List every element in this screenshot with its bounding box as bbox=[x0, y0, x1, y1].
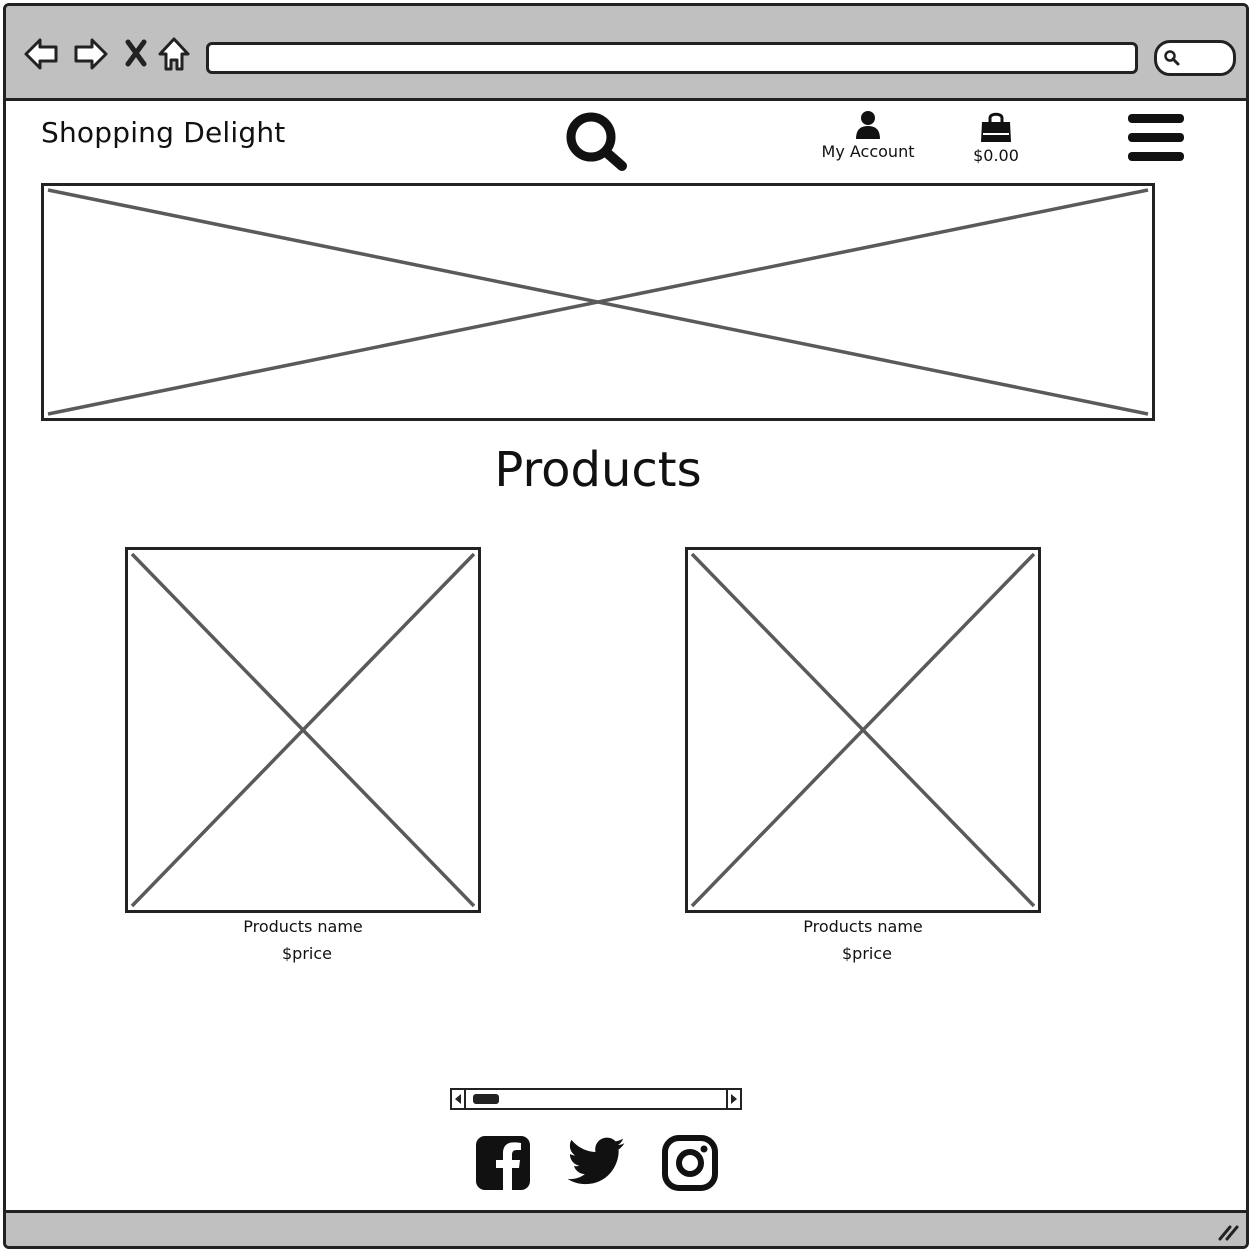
scroll-left-button[interactable] bbox=[452, 1090, 466, 1108]
address-bar[interactable] bbox=[206, 42, 1138, 74]
image-placeholder-icon bbox=[130, 552, 476, 908]
forward-arrow-icon[interactable] bbox=[70, 34, 110, 74]
facebook-icon bbox=[476, 1136, 530, 1192]
twitter-icon bbox=[567, 1137, 625, 1185]
browser-search-button[interactable] bbox=[1154, 40, 1236, 76]
twitter-link[interactable] bbox=[566, 1134, 626, 1196]
caret-left-icon bbox=[455, 1094, 461, 1104]
account-label: My Account bbox=[821, 142, 915, 161]
product-price: $price bbox=[282, 944, 332, 963]
image-placeholder-icon bbox=[47, 188, 1149, 416]
scroll-right-button[interactable] bbox=[726, 1090, 740, 1108]
cart-total: $0.00 bbox=[973, 146, 1019, 165]
image-placeholder-icon bbox=[690, 552, 1036, 908]
browser-window: Shopping Delight My Account $0.00 bbox=[3, 3, 1249, 1249]
close-icon[interactable] bbox=[120, 34, 160, 74]
site-brand[interactable]: Shopping Delight bbox=[41, 116, 286, 149]
caret-right-icon bbox=[731, 1094, 737, 1104]
search-icon bbox=[566, 112, 627, 171]
hero-banner-image bbox=[41, 183, 1155, 421]
search-icon bbox=[1164, 50, 1180, 66]
product-card[interactable]: Products name $price bbox=[125, 547, 481, 963]
product-name[interactable]: Products name bbox=[243, 917, 363, 936]
user-icon bbox=[856, 111, 880, 139]
hamburger-menu-button[interactable] bbox=[1126, 112, 1186, 168]
product-card[interactable]: Products name $price bbox=[685, 547, 1041, 963]
product-image[interactable] bbox=[125, 547, 481, 913]
resize-grip-icon[interactable] bbox=[1216, 1221, 1240, 1241]
product-image[interactable] bbox=[685, 547, 1041, 913]
product-name[interactable]: Products name bbox=[803, 917, 923, 936]
hamburger-menu-icon bbox=[1128, 114, 1184, 161]
cart-link[interactable]: $0.00 bbox=[956, 110, 1036, 165]
scrollbar-thumb[interactable] bbox=[473, 1094, 500, 1104]
shopping-bag-icon bbox=[981, 112, 1011, 142]
facebook-link[interactable] bbox=[474, 1134, 532, 1196]
instagram-link[interactable] bbox=[661, 1134, 719, 1196]
horizontal-scrollbar[interactable] bbox=[450, 1088, 742, 1110]
section-title: Products bbox=[494, 442, 702, 498]
browser-toolbar bbox=[6, 6, 1246, 101]
search-button[interactable] bbox=[562, 110, 632, 180]
instagram-icon bbox=[662, 1135, 718, 1191]
home-icon[interactable] bbox=[156, 34, 196, 74]
my-account-link[interactable]: My Account bbox=[814, 110, 922, 161]
browser-status-bar bbox=[6, 1210, 1246, 1246]
product-price: $price bbox=[842, 944, 892, 963]
back-arrow-icon[interactable] bbox=[22, 34, 62, 74]
